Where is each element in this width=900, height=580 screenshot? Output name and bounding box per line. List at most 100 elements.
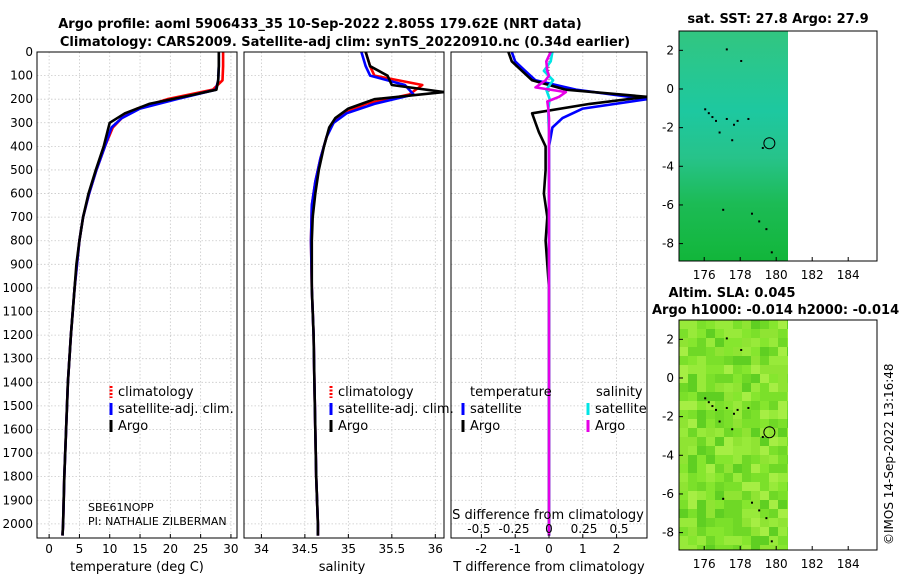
sla-cell [688, 428, 697, 437]
sla-cell [742, 491, 751, 500]
lon-tick-label: 176 [693, 268, 716, 282]
sla-cell [724, 383, 733, 392]
sla-cell [769, 491, 778, 500]
sla-cell [769, 383, 778, 392]
series-climatology [61, 52, 225, 536]
depth-tick-label: 1900 [2, 493, 33, 507]
sla-cell [769, 338, 778, 347]
sla-cell [715, 545, 724, 550]
sla-cell [724, 392, 733, 401]
sla-cell [787, 410, 788, 419]
sla-cell [733, 473, 742, 482]
sla-cell [679, 500, 688, 509]
sla-cell [706, 383, 715, 392]
sla-cell [688, 347, 697, 356]
sla-cell [688, 536, 697, 545]
sla-cell [679, 392, 688, 401]
sla-cell [724, 509, 733, 518]
imos-timestamp: ©IMOS 14-Sep-2022 13:16:48 [882, 363, 896, 545]
sst-field [679, 31, 788, 261]
sla-cell [724, 536, 733, 545]
sla-cell [760, 338, 769, 347]
sla-cell [679, 365, 688, 374]
legend-satellite-label: satellite-adj. clim. [118, 402, 234, 417]
lon-tick-label: 180 [765, 557, 788, 571]
series-climatology [309, 52, 424, 536]
sensor-label: SBE61NOPP [88, 501, 154, 514]
sla-cell [706, 428, 715, 437]
sla-cell [751, 419, 760, 428]
sla-cell [715, 374, 724, 383]
sla-cell [751, 383, 760, 392]
sla-cell [724, 473, 733, 482]
sla-cell [715, 383, 724, 392]
sla-cell [778, 437, 787, 446]
sla-cell [679, 527, 688, 536]
legend-argo-label: Argo [118, 419, 148, 434]
sla-cell [778, 401, 787, 410]
s-diff-tick-label: 0.5 [609, 522, 628, 536]
sla-cell [787, 500, 788, 509]
sla-cell [769, 356, 778, 365]
sst-lon-tick-labels: 176 178 180 182 184 [693, 257, 860, 282]
s-diff-tick-label: 0.25 [571, 522, 598, 536]
sla-cell [697, 419, 706, 428]
sla-cell [742, 545, 751, 550]
sla-cell [733, 491, 742, 500]
sla-cell [742, 428, 751, 437]
island-pixel [761, 146, 764, 149]
salinity-panel: 34 34.5 35 35.5 36 salinity climatology sate… [243, 51, 454, 575]
lon-tick-label: 178 [729, 268, 752, 282]
sla-cell [697, 338, 706, 347]
sla-cell [688, 500, 697, 509]
sla-cell [724, 491, 733, 500]
sla-cell [733, 419, 742, 428]
sla-cell [715, 437, 724, 446]
sla-cell [706, 491, 715, 500]
legend-climatology-label: climatology [338, 385, 414, 400]
sla-cell [778, 491, 787, 500]
sla-cell [769, 455, 778, 464]
sla-cell [706, 500, 715, 509]
island-pixel [747, 406, 750, 409]
lat-tick-label: 2 [666, 332, 674, 346]
sla-cell [751, 500, 760, 509]
sla-cell [751, 473, 760, 482]
sla-cell [751, 545, 760, 550]
sla-cell [760, 500, 769, 509]
island-pixel [722, 497, 725, 500]
sla-cell [787, 482, 788, 491]
sla-cell [697, 365, 706, 374]
x-tick-label: -1 [509, 542, 521, 556]
sla-cell [715, 419, 724, 428]
sla-cell [733, 482, 742, 491]
legend-climatology-label: climatology [118, 385, 194, 400]
difference-legend-salinity: salinity satellite Argo [586, 385, 647, 434]
temperature-axes-frame [36, 51, 238, 539]
temperature-panel: 0100200300400500600700800900100011001200… [2, 45, 238, 575]
sla-cell [733, 446, 742, 455]
sla-cell [679, 464, 688, 473]
s-diff-tick-label: 0 [545, 522, 553, 536]
sla-cell [679, 419, 688, 428]
sla-cell [688, 338, 697, 347]
island-pixel [704, 108, 707, 111]
temperature-legend: climatology satellite-adj. clim. Argo [109, 385, 234, 434]
legend-satellite-label: satellite-adj. clim. [338, 402, 454, 417]
lon-tick-label: 182 [801, 268, 824, 282]
sla-cell [715, 491, 724, 500]
sla-cell [715, 329, 724, 338]
sla-cell [724, 410, 733, 419]
sla-cell [760, 428, 769, 437]
depth-tick-label: 1100 [2, 305, 33, 319]
sla-cell [706, 329, 715, 338]
sla-cell [706, 374, 715, 383]
sla-cell [688, 455, 697, 464]
salinity-legend: climatology satellite-adj. clim. Argo [329, 385, 454, 434]
island-pixel [770, 251, 773, 254]
depth-tick-label: 400 [10, 139, 33, 153]
sla-cell [769, 509, 778, 518]
sst-map-title: sat. SST: 27.8 Argo: 27.9 [687, 12, 868, 27]
sla-cell [715, 536, 724, 545]
sla-cell [769, 374, 778, 383]
